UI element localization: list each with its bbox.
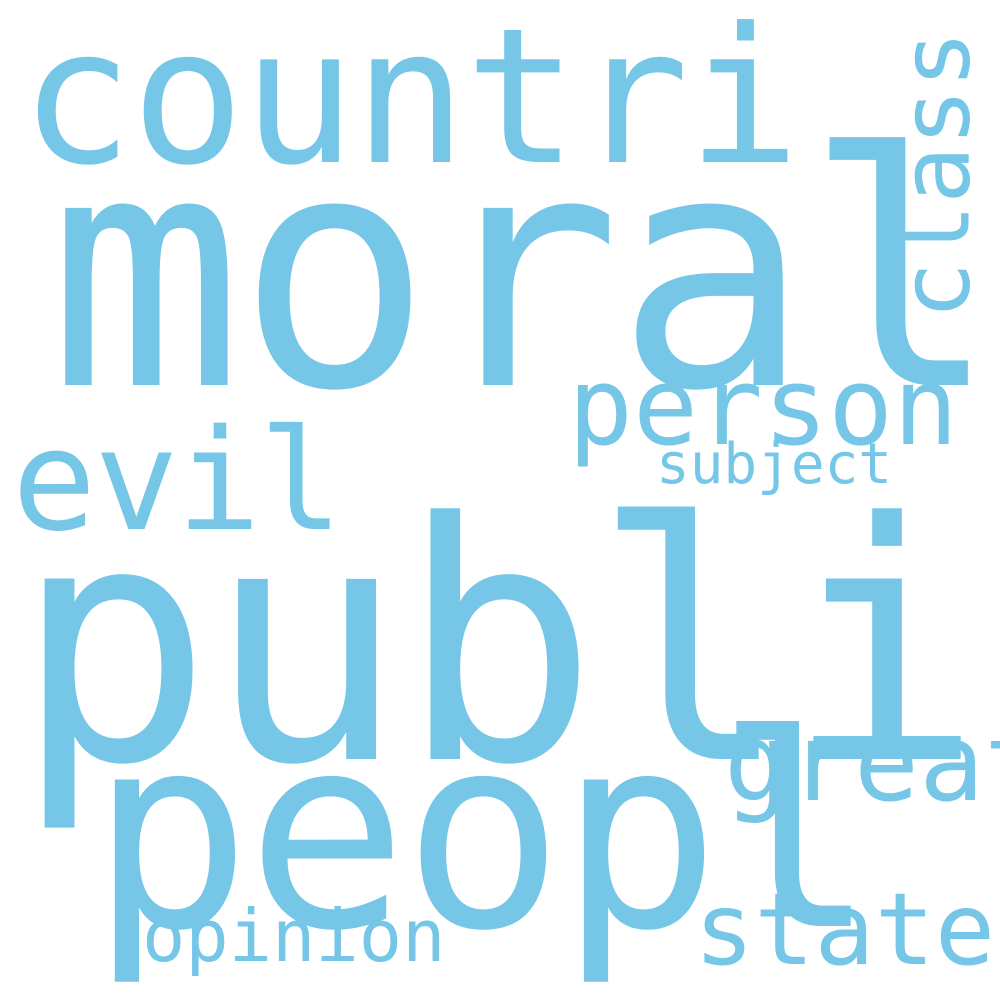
word-peopl: peopl [90, 678, 877, 990]
word-countri: countri [20, 0, 800, 207]
word-public: public [14, 453, 1000, 837]
word-state: state [694, 871, 996, 988]
word-evil: evil [12, 400, 343, 563]
word-person: person [568, 345, 959, 470]
word-great: great [724, 701, 1000, 826]
word-opinion: opinion [142, 894, 446, 978]
word-subject: subject [656, 432, 893, 497]
word-moral: moral [48, 85, 999, 462]
